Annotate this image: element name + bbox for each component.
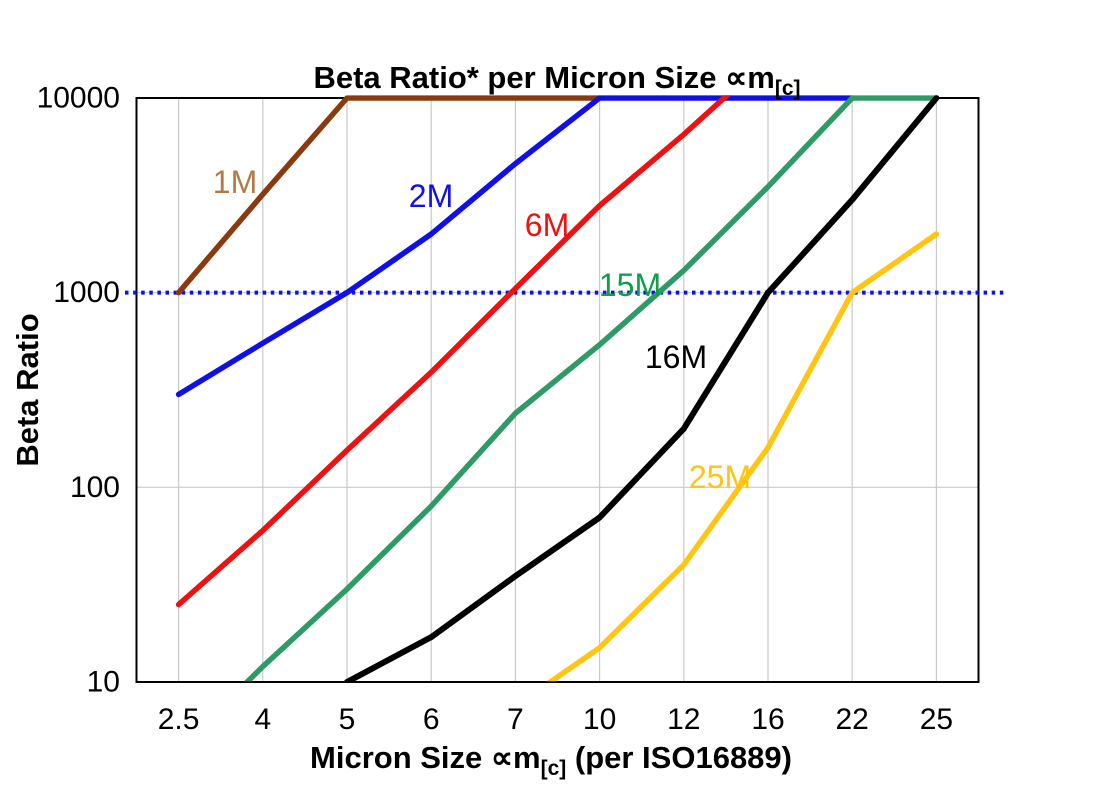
x-tick-label-12: 12 [667,703,700,736]
series-labels: 1M 2M 6M 15M 16M 25M [213,164,751,495]
series-label-16M: 16M [645,339,707,375]
series-line-1M [175,95,603,296]
y-tick-label-10000: 10000 [37,82,120,115]
series-line-6M [175,95,732,608]
x-axis-title: Micron Size ∝m[c] (per ISO16889) [310,740,792,780]
x-tick-label-10: 10 [583,703,616,736]
chart-title: Beta Ratio* per Micron Size ∝m[c] [313,60,800,100]
y-tick-label-10: 10 [87,666,120,699]
series-label-1M: 1M [213,164,257,200]
x-tick-label-2.5: 2.5 [158,703,200,736]
y-axis-title: Beta Ratio [10,313,45,466]
y-axis-tick-labels: 10 100 1000 10000 [37,82,120,699]
x-tick-label-5: 5 [339,703,356,736]
series-label-2M: 2M [409,178,453,214]
series-label-25M: 25M [689,459,751,495]
series-line-15M [244,95,940,682]
series-label-6M: 6M [525,207,569,243]
series-label-15M: 15M [599,267,661,303]
series-line-25M [546,231,940,682]
series-line-2M [175,95,855,398]
series-line-16M [344,95,940,682]
x-tick-label-6: 6 [423,703,440,736]
x-tick-label-22: 22 [836,703,869,736]
x-tick-label-7: 7 [507,703,524,736]
x-tick-label-4: 4 [254,703,271,736]
x-axis-tick-labels: 2.5 4 5 6 7 10 12 16 22 25 [158,703,953,736]
x-tick-label-25: 25 [920,703,953,736]
x-tick-label-16: 16 [751,703,784,736]
y-tick-label-1000: 1000 [53,276,120,309]
gridlines [136,98,979,682]
series-lines [175,95,940,682]
y-tick-label-100: 100 [70,471,120,504]
